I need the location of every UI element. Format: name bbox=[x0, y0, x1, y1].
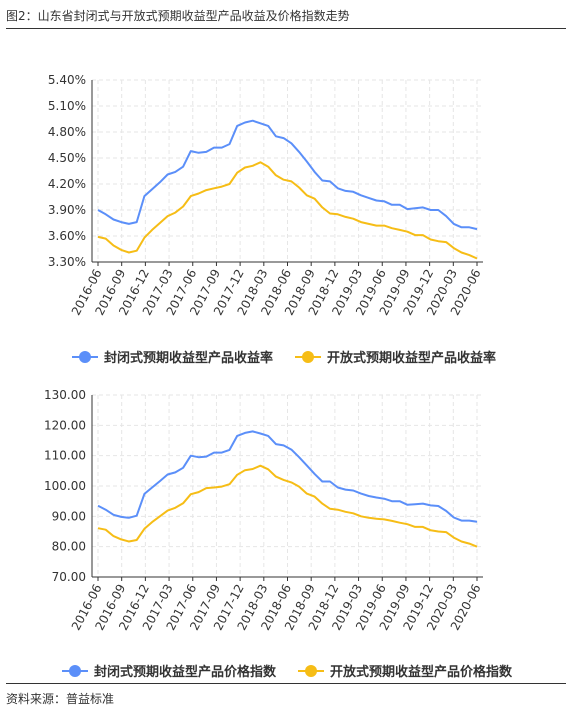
series-line-closed[interactable] bbox=[97, 430, 478, 523]
y-tick-label: 120.00 bbox=[44, 418, 86, 432]
y-tick-label: 4.80% bbox=[48, 125, 86, 139]
legend-item-open-index[interactable]: 开放式预期收益型产品价格指数 bbox=[298, 661, 512, 680]
price-index-legend: 封闭式预期收益型产品价格指数 开放式预期收益型产品价格指数 bbox=[62, 661, 512, 680]
legend-item-open[interactable]: 开放式预期收益型产品收益率 bbox=[295, 347, 496, 366]
legend-label-closed: 封闭式预期收益型产品收益率 bbox=[104, 351, 274, 366]
legend-item-closed-index[interactable]: 封闭式预期收益型产品价格指数 bbox=[62, 661, 276, 680]
y-tick-label: 5.10% bbox=[48, 99, 86, 113]
y-tick-label: 100.00 bbox=[44, 479, 86, 493]
y-tick-label: 130.00 bbox=[44, 388, 86, 402]
source-note: 资料来源：普益标准 bbox=[6, 692, 115, 706]
y-tick-label: 3.30% bbox=[48, 255, 86, 269]
legend-label-open-index: 开放式预期收益型产品价格指数 bbox=[330, 665, 513, 680]
legend-swatch-closed-index bbox=[62, 664, 88, 677]
legend-swatch-open bbox=[295, 350, 322, 363]
legend-label-open: 开放式预期收益型产品收益率 bbox=[327, 351, 497, 366]
legend-label-closed-index: 封闭式预期收益型产品价格指数 bbox=[94, 665, 277, 680]
series-line-open[interactable] bbox=[97, 464, 478, 548]
y-tick-label: 110.00 bbox=[44, 449, 86, 463]
price-index-chart: 70.0080.0090.00100.00110.00120.00130.002… bbox=[44, 388, 484, 633]
series-line-closed[interactable] bbox=[97, 119, 478, 231]
top-rule bbox=[6, 28, 566, 29]
y-tick-label: 90.00 bbox=[52, 509, 86, 523]
y-tick-label: 70.00 bbox=[52, 570, 86, 584]
y-tick-label: 5.40% bbox=[48, 73, 86, 87]
y-tick-label: 3.60% bbox=[48, 229, 86, 243]
figure-title: 图2：山东省封闭式与开放式预期收益型产品收益及价格指数走势 bbox=[6, 9, 350, 23]
yield-rate-chart: 3.30% 3.60% 3.90% 4.20% 4.50% 4.80% 5.10% 5.40%… bbox=[48, 73, 484, 318]
series-line-open[interactable] bbox=[97, 161, 478, 260]
y-tick-label: 4.20% bbox=[48, 177, 86, 191]
yield-rate-legend: 封闭式预期收益型产品收益率 开放式预期收益型产品收益率 bbox=[72, 347, 496, 366]
legend-item-closed[interactable]: 封闭式预期收益型产品收益率 bbox=[72, 347, 273, 366]
y-tick-label: 3.90% bbox=[48, 203, 86, 217]
y-tick-label: 80.00 bbox=[52, 540, 86, 554]
bottom-rule bbox=[6, 683, 566, 684]
y-tick-label: 4.50% bbox=[48, 151, 86, 165]
legend-swatch-closed bbox=[72, 350, 98, 363]
legend-swatch-open-index bbox=[298, 664, 325, 677]
